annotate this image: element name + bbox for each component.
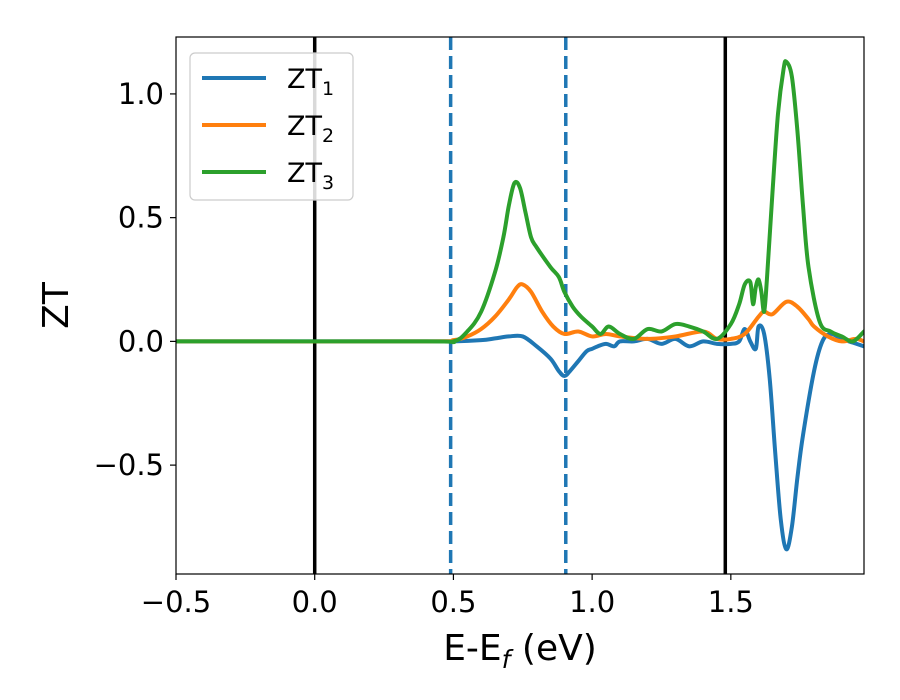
x-tick-label: 1.0: [569, 585, 615, 619]
series-line-zt2: [176, 282, 864, 344]
y-tick-label: 0.0: [118, 324, 164, 358]
legend-label-zt1: ZT1: [287, 64, 334, 100]
legend-label-zt3: ZT3: [287, 158, 334, 194]
y-axis-title: ZT: [36, 281, 77, 329]
series-line-zt1: [176, 323, 864, 552]
y-tick-label: 0.5: [118, 201, 164, 235]
x-axis-title: E-Ef (eV): [443, 628, 597, 674]
series-line-zt3: [176, 59, 864, 345]
y-axis-ticks: −0.5 0.0 0.5 1.0: [94, 77, 176, 482]
legend: ZT1 ZT2 ZT3: [189, 52, 354, 201]
series-lines: [176, 59, 864, 552]
x-tick-label: −0.5: [141, 585, 211, 619]
y-tick-label: −0.5: [94, 448, 164, 482]
x-tick-label: 0.0: [292, 585, 338, 619]
x-axis-ticks: −0.5 0.0 0.5 1.0 1.5: [141, 574, 754, 619]
x-axis-title-main: E-E: [443, 628, 501, 669]
legend-label-zt2: ZT2: [287, 111, 334, 147]
x-axis-title-unit: (eV): [510, 628, 596, 669]
plot-frame: [175, 36, 865, 575]
x-tick-label: 0.5: [430, 585, 476, 619]
legend-box: [189, 52, 354, 201]
reference-lines: [312, 37, 728, 574]
x-tick-label: 1.5: [708, 585, 754, 619]
y-tick-label: 1.0: [118, 77, 164, 111]
